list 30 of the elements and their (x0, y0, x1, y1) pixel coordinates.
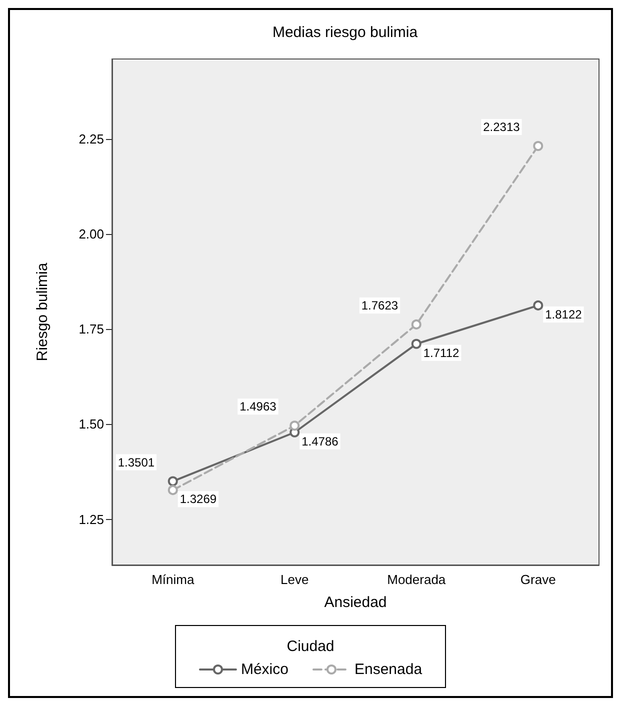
data-label: 1.8122 (545, 307, 582, 322)
x-axis-title: Ansiedad (324, 594, 387, 611)
point (168, 485, 178, 496)
y-tick-label: 2.25 (78, 131, 104, 146)
data-label: 1.4786 (302, 434, 339, 448)
y-tick-label: 1.50 (78, 416, 104, 432)
point (290, 420, 300, 431)
legend-title: Ciudad (286, 638, 334, 655)
y-tick-label: 1.75 (78, 322, 104, 337)
legend-label: Ensenada (354, 661, 423, 678)
point (533, 300, 544, 310)
legend-label: México (240, 661, 288, 678)
data-label: 2.2313 (483, 120, 520, 134)
point (533, 141, 544, 152)
x-tick-label: Moderada (387, 572, 446, 587)
point (411, 319, 422, 330)
x-tick-label: Mínima (152, 572, 195, 587)
x-tick-label: Leve (280, 572, 309, 587)
y-tick-label: 2.00 (78, 226, 104, 242)
x-tick-label: Grave (520, 572, 556, 587)
point (168, 476, 178, 486)
data-label: 1.3269 (180, 492, 217, 506)
y-axis-title: Riesgo bulimia (34, 262, 51, 362)
data-label: 1.7623 (361, 298, 398, 312)
point (411, 338, 422, 349)
data-label: 1.7112 (423, 346, 460, 360)
data-label: 1.4963 (240, 400, 277, 414)
data-label: 1.3501 (118, 455, 155, 470)
chart-title: Medias riesgo bulimia (272, 24, 418, 41)
y-tick-label: 1.25 (78, 512, 104, 527)
